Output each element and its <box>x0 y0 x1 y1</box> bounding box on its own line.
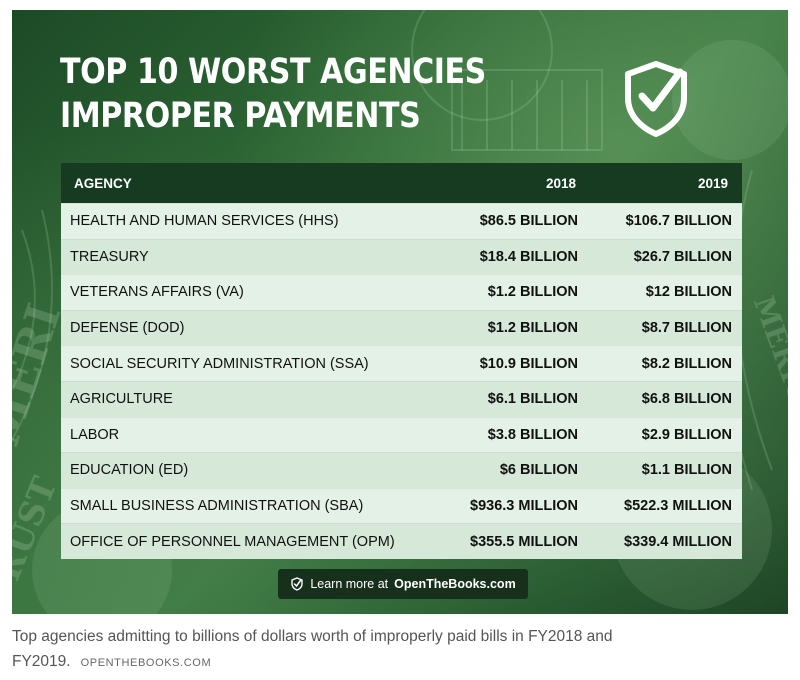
table-row: SMALL BUSINESS ADMINISTRATION (SBA) $936… <box>61 487 742 524</box>
shield-checkmark-icon <box>291 577 304 591</box>
agency-cell: SOCIAL SECURITY ADMINISTRATION (SSA) <box>70 355 369 372</box>
title-line-2: IMPROPER PAYMENTS <box>60 96 421 136</box>
agency-cell: HEALTH AND HUMAN SERVICES (HHS) <box>70 213 339 230</box>
agency-cell: OFFICE OF PERSONNEL MANAGEMENT (OPM) <box>70 533 395 550</box>
header-agency: AGENCY <box>74 175 132 191</box>
agency-cell: LABOR <box>70 426 120 443</box>
caption-text: Top agencies admitting to billions of do… <box>12 628 613 670</box>
value-2018-cell: $355.5 MILLION <box>470 533 578 550</box>
agency-cell: DEFENSE (DOD) <box>70 320 185 337</box>
value-2018-cell: $3.8 BILLION <box>487 426 578 443</box>
table-row: SOCIAL SECURITY ADMINISTRATION (SSA) $10… <box>61 345 742 381</box>
value-2018-cell: $6.1 BILLION <box>487 391 578 408</box>
value-2019-cell: $8.2 BILLION <box>641 355 732 372</box>
value-2019-cell: $26.7 BILLION <box>633 248 732 265</box>
value-2018-cell: $6 BILLION <box>499 462 578 479</box>
value-2019-cell: $106.7 BILLION <box>625 213 732 230</box>
bill-text-decoration: MERIC <box>747 292 788 408</box>
cta-prefix: Learn more at <box>310 577 389 591</box>
title-line-1: TOP 10 WORST AGENCIES <box>60 52 486 92</box>
value-2018-cell: $10.9 BILLION <box>479 355 578 372</box>
table-header: AGENCY 2018 2019 <box>61 163 742 203</box>
caption-source: OPENTHEBOOKS.COM <box>80 657 212 669</box>
agency-cell: AGRICULTURE <box>70 391 173 408</box>
shield-checkmark-icon <box>625 61 687 137</box>
table-row: OFFICE OF PERSONNEL MANAGEMENT (OPM) $35… <box>61 523 742 559</box>
image-caption: Top agencies admitting to billions of do… <box>12 624 782 676</box>
cta-brand: OpenTheBooks.com <box>394 577 516 591</box>
table-row: AGRICULTURE $6.1 BILLION $6.8 BILLION <box>61 380 742 417</box>
table-row: VETERANS AFFAIRS (VA) $1.2 BILLION $12 B… <box>61 274 742 310</box>
table-row: DEFENSE (DOD) $1.2 BILLION $8.7 BILLION <box>61 309 742 346</box>
agency-cell: EDUCATION (ED) <box>70 462 189 479</box>
value-2019-cell: $12 BILLION <box>645 284 732 301</box>
infographic: MERI RUST MERIC TOP 10 WORST AGENCIES IM… <box>12 10 788 614</box>
agency-cell: VETERANS AFFAIRS (VA) <box>70 284 244 301</box>
table-row: HEALTH AND HUMAN SERVICES (HHS) $86.5 BI… <box>61 203 742 239</box>
payments-table: AGENCY 2018 2019 HEALTH AND HUMAN SERVIC… <box>61 163 742 559</box>
value-2018-cell: $86.5 BILLION <box>479 213 578 230</box>
agency-cell: TREASURY <box>70 248 149 265</box>
table-row: TREASURY $18.4 BILLION $26.7 BILLION <box>61 238 742 275</box>
agency-cell: SMALL BUSINESS ADMINISTRATION (SBA) <box>70 498 364 515</box>
value-2018-cell: $1.2 BILLION <box>487 320 578 337</box>
learn-more-link[interactable]: Learn more at OpenTheBooks.com <box>278 569 528 599</box>
page-title: TOP 10 WORST AGENCIES IMPROPER PAYMENTS <box>60 50 486 138</box>
header-2018: 2018 <box>545 175 576 191</box>
value-2019-cell: $6.8 BILLION <box>641 391 732 408</box>
header-2019: 2019 <box>697 175 728 191</box>
table-row: EDUCATION (ED) $6 BILLION $1.1 BILLION <box>61 452 742 488</box>
bill-text-decoration: RUST <box>12 471 65 586</box>
value-2018-cell: $18.4 BILLION <box>479 248 578 265</box>
value-2019-cell: $1.1 BILLION <box>641 462 732 479</box>
value-2019-cell: $2.9 BILLION <box>641 426 732 443</box>
value-2019-cell: $339.4 MILLION <box>624 533 732 550</box>
value-2019-cell: $522.3 MILLION <box>624 498 732 515</box>
value-2019-cell: $8.7 BILLION <box>641 320 732 337</box>
value-2018-cell: $936.3 MILLION <box>470 498 578 515</box>
table-row: LABOR $3.8 BILLION $2.9 BILLION <box>61 416 742 453</box>
value-2018-cell: $1.2 BILLION <box>487 284 578 301</box>
